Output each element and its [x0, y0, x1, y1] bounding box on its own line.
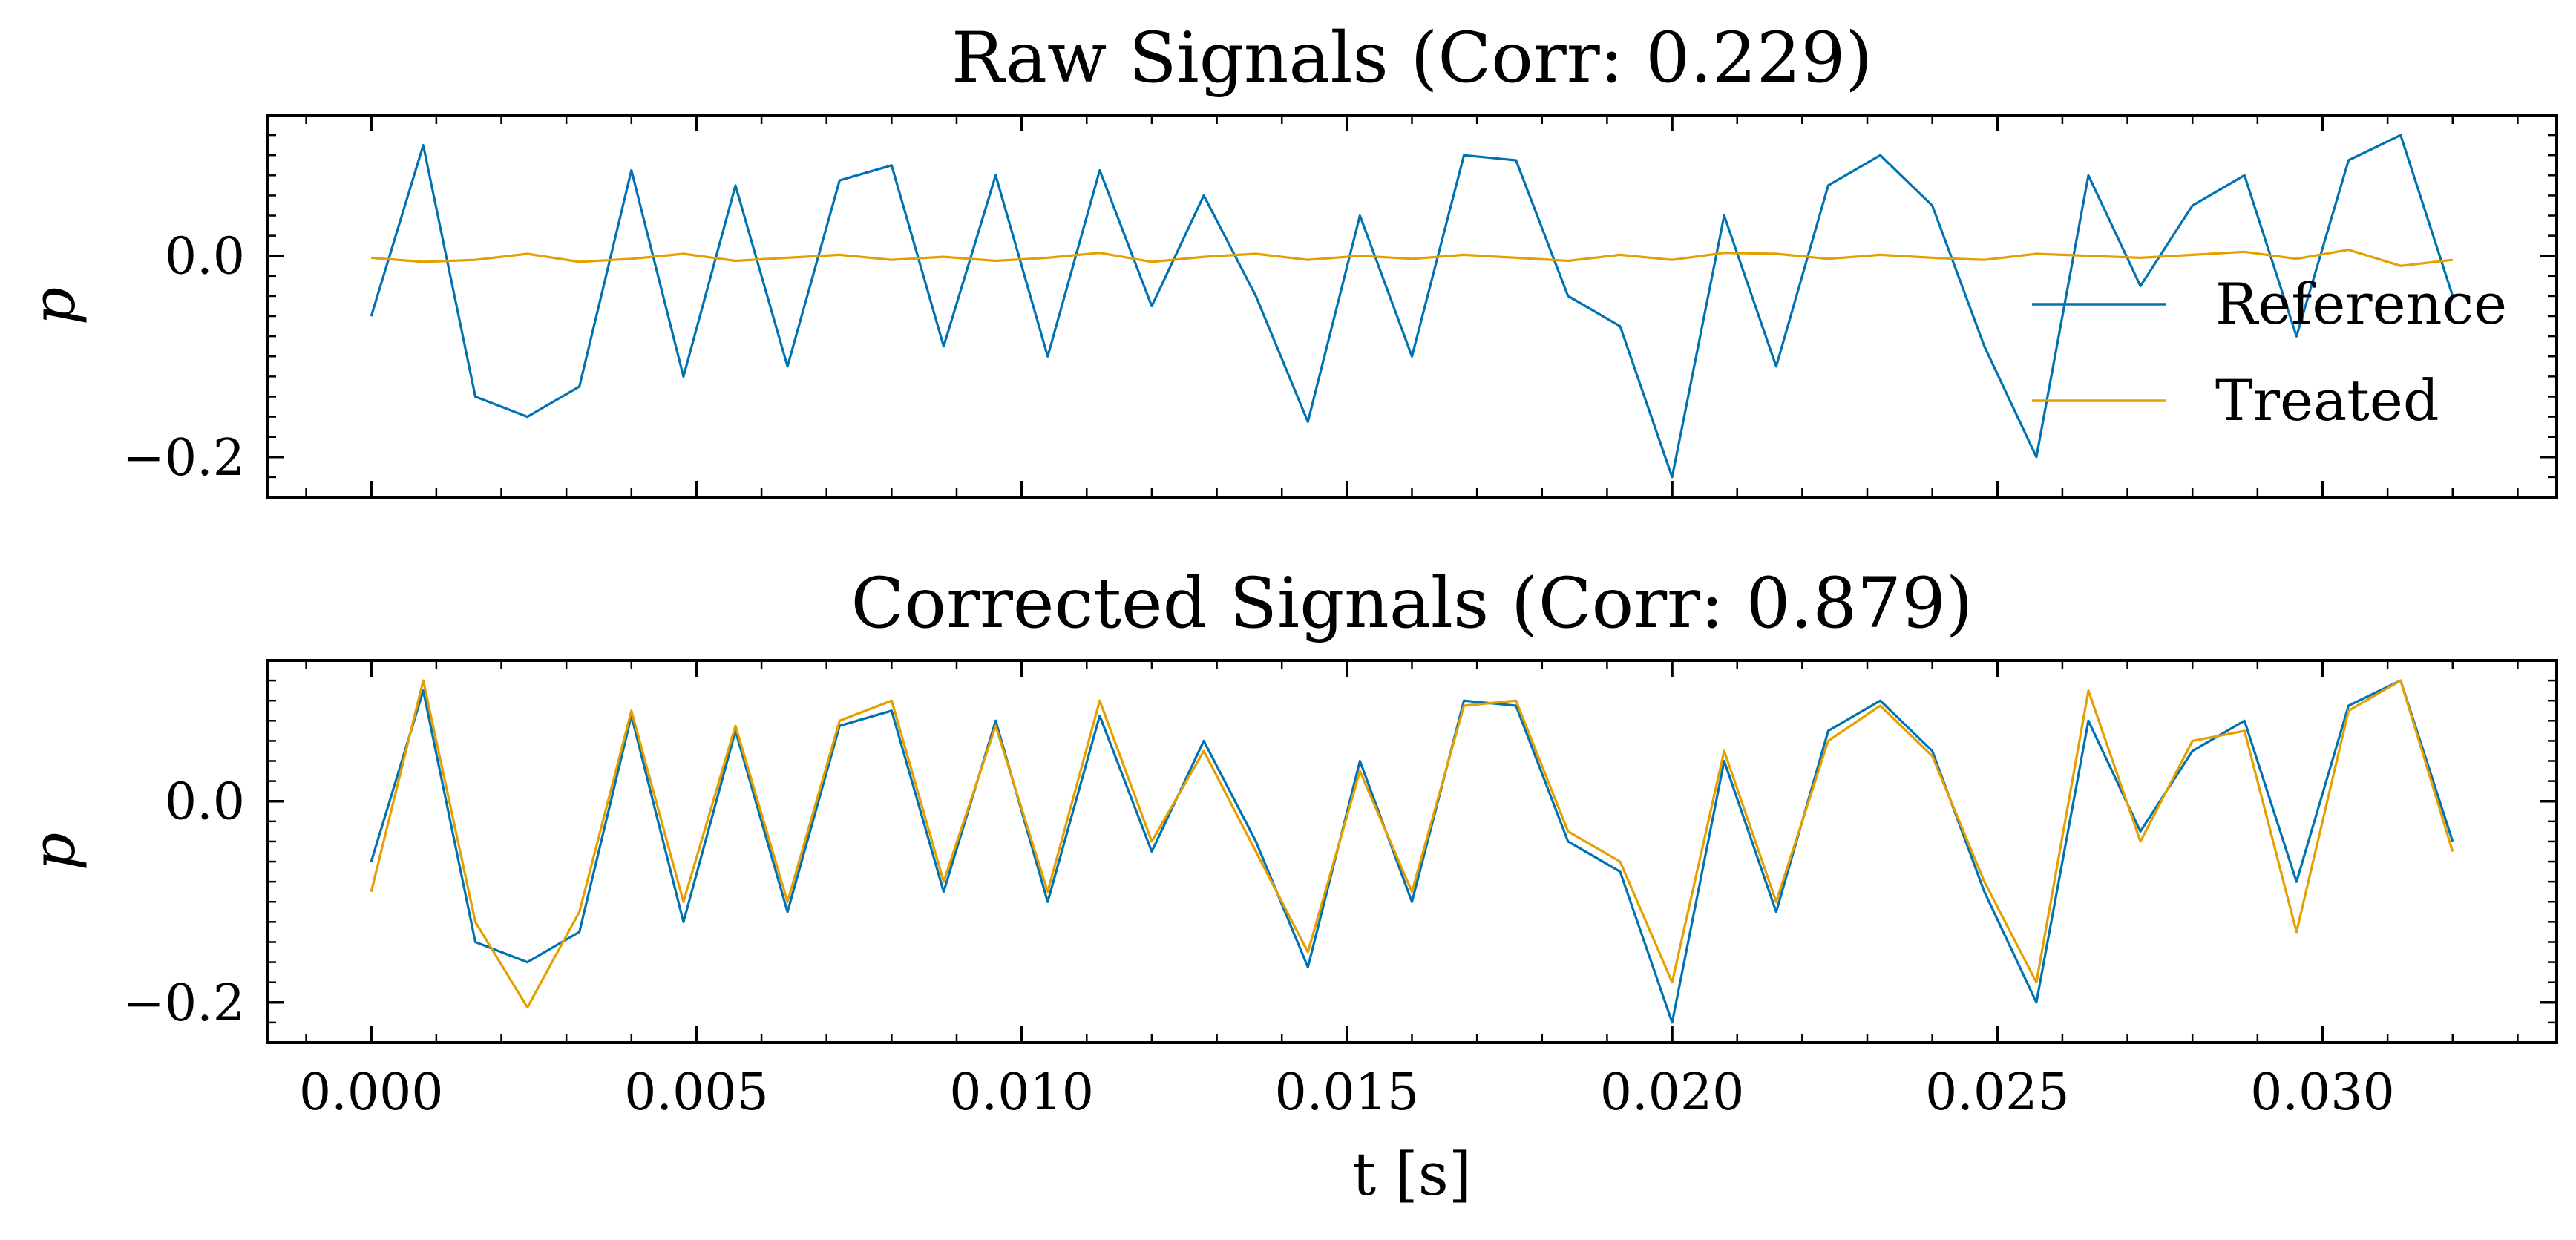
chart-0-legend-label-reference: Reference [2215, 271, 2507, 337]
chart-1-series-reference-line [370, 679, 2454, 1024]
chart-0-legend-label-treated: Treated [2215, 367, 2439, 433]
chart-0-ylabel: p [19, 287, 88, 325]
chart-1-xtick-label-2: 0.010 [949, 1063, 1094, 1122]
chart-0-ytick-label-1: 0.0 [165, 228, 245, 286]
chart-1-xlabel: t [s] [1352, 1140, 1472, 1209]
chart-0-series-treated-line [371, 249, 2453, 267]
corrected-signals-panel: Corrected Signals (Corr: 0.879)0.000 0.00… [19, 563, 2558, 1209]
chart-0-title: Raw Signals (Corr: 0.229) [951, 18, 1872, 99]
chart-0-ytick-label-0: −0.2 [122, 429, 245, 488]
chart-1-series-treated-line [370, 679, 2454, 1009]
chart-1-xtick-label-1: 0.005 [624, 1063, 769, 1122]
chart-1-xtick-label-3: 0.015 [1275, 1063, 1420, 1122]
chart-1-xtick-label-0: 0.000 [299, 1063, 444, 1122]
chart-1-title: Corrected Signals (Corr: 0.879) [851, 563, 1973, 644]
chart-1-plot-frame [266, 659, 2558, 1044]
chart-1-ytick-label-0: −0.2 [122, 974, 245, 1033]
chart-1-ytick-label-1: 0.0 [165, 773, 245, 832]
chart-0-legend: Reference Treated [2032, 271, 2507, 433]
chart-1-ylabel: p [19, 833, 88, 870]
chart-0-series-reference-line [370, 134, 2454, 479]
chart-0-plot-frame [266, 114, 2558, 499]
chart-1-xtick-label-5: 0.025 [1925, 1063, 2070, 1122]
raw-signals-panel: Raw Signals (Corr: 0.229) −0.2 0.0 p Referen… [19, 18, 2558, 499]
chart-1-xtick-label-6: 0.030 [2250, 1063, 2395, 1122]
chart-1-xtick-label-4: 0.020 [1600, 1063, 1745, 1122]
